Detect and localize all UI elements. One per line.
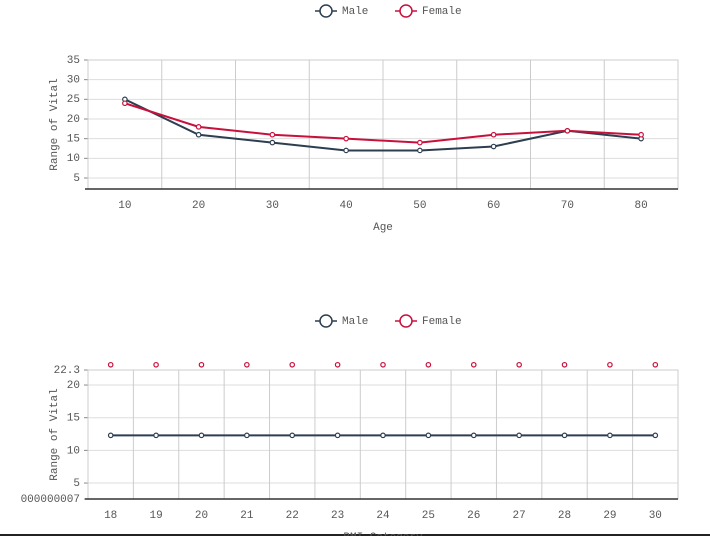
data-point [107,432,114,439]
y-tick-label: 15 [67,134,80,146]
legend-marker [399,314,413,328]
y-tick-label: 10 [67,153,80,165]
legend-marker [399,4,413,18]
data-point [470,361,477,368]
legend-label[interactable]: Female [422,6,462,18]
data-point [638,131,644,138]
x-tick-label: 80 [635,200,648,212]
legend-marker [319,4,333,18]
data-point [425,361,432,368]
x-tick-label: 22 [286,510,299,522]
data-point [244,361,250,368]
data-point [269,139,276,146]
data-point [334,361,341,368]
y-tick-label: 15 [67,413,80,425]
data-point [380,361,386,368]
x-axis-label: BMI Category [343,532,423,536]
data-point [564,127,571,134]
data-point [195,124,202,130]
y-tick-label: 10 [67,445,80,457]
x-tick-label: 27 [513,510,526,522]
x-tick-label: 40 [340,200,353,212]
y-tick-label: 20 [67,380,80,392]
data-point [343,147,349,154]
data-point [289,361,296,368]
x-tick-label: 29 [603,510,616,522]
data-point [153,432,159,439]
y-tick-label: 25 [67,94,80,106]
data-point [561,432,568,439]
x-tick-label: 10 [118,200,131,212]
data-point [470,432,477,439]
x-tick-label: 70 [561,200,574,212]
y-tick-label: 20 [67,114,80,126]
data-point [334,432,341,439]
series-line [124,102,642,144]
data-point [122,100,128,107]
data-point [417,147,423,154]
y-tick-label: 5 [73,173,80,185]
data-point [516,432,522,439]
x-tick-label: 20 [192,200,205,212]
legend-marker [319,314,333,328]
y-axis-label: Range of Vital [49,388,61,480]
series-line [124,98,642,152]
data-point [516,361,522,368]
y-axis-label: Range of Vital [49,78,61,170]
y-tick-label: 30 [67,75,80,87]
x-tick-label: 60 [487,200,500,212]
x-tick-label: 30 [266,200,279,212]
data-point [425,432,432,439]
data-point [490,131,497,138]
data-point [107,361,114,368]
legend-label[interactable]: Female [422,316,462,328]
data-point [198,361,205,368]
data-point [153,361,159,368]
x-tick-label: 30 [649,510,662,522]
legend-label[interactable]: Male [342,6,368,18]
data-point [417,139,423,146]
data-point [607,432,613,439]
y-tick-label: 22.3 [54,365,80,377]
data-point [490,143,497,150]
data-point [198,432,205,439]
x-tick-label: 21 [240,510,254,522]
y-tick-label: 35 [67,55,80,67]
x-tick-label: 23 [331,510,344,522]
data-point [652,432,659,439]
x-tick-label: 26 [467,510,480,522]
data-point [380,432,386,439]
data-point [607,361,613,368]
x-tick-label: 20 [195,510,208,522]
data-point [652,361,659,368]
y-tick-label: 000000007 [21,494,80,506]
x-tick-label: 25 [422,510,435,522]
legend-label[interactable]: Male [342,316,368,328]
x-tick-label: 18 [104,510,117,522]
x-axis-label: Age [373,222,393,234]
data-point [269,131,276,138]
data-point [561,361,568,368]
x-tick-label: 50 [413,200,426,212]
data-point [195,131,202,138]
data-point [343,135,349,142]
data-point [289,432,296,439]
x-tick-label: 24 [376,510,390,522]
x-tick-label: 28 [558,510,571,522]
data-point [244,432,250,439]
x-tick-label: 19 [149,510,162,522]
y-tick-label: 5 [73,478,80,490]
